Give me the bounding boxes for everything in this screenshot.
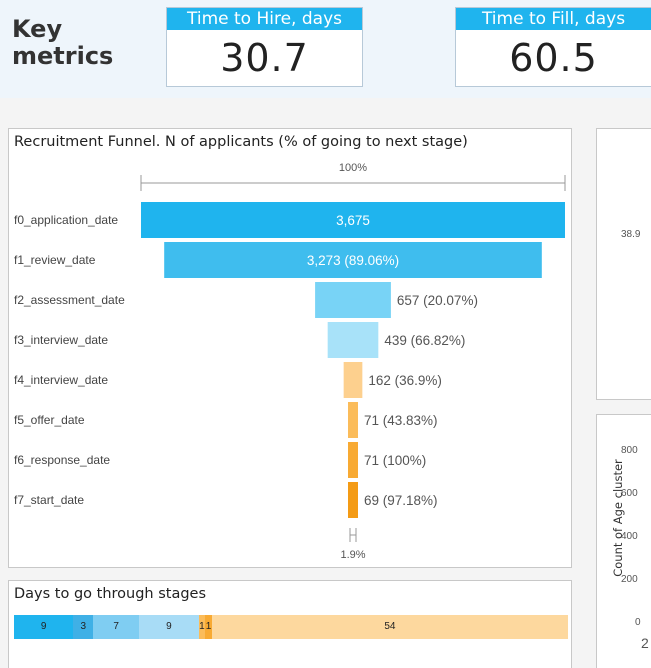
funnel-stage-label: f0_application_date (14, 213, 118, 227)
days-segment[interactable]: 7 (93, 615, 140, 639)
funnel-bar-label: 3,675 (336, 213, 370, 228)
days-segment[interactable]: 54 (211, 615, 568, 639)
y-tick: 0 (635, 617, 641, 628)
funnel-bar[interactable] (164, 242, 542, 278)
days-segment[interactable]: 1 (205, 615, 212, 639)
funnel-bar[interactable] (327, 322, 379, 358)
funnel-bar-label: 162 (36.9%) (368, 373, 442, 388)
funnel-bar[interactable] (141, 202, 565, 238)
x-tick-partial: 2 (641, 635, 649, 651)
bottom-pct-label: 1.9% (340, 549, 365, 561)
kpi-value: 60.5 (509, 36, 598, 80)
days-segment[interactable]: 1 (198, 615, 206, 639)
kpi-value: 30.7 (220, 36, 309, 80)
funnel-bar-label: 69 (97.18%) (364, 493, 438, 508)
funnel-bar[interactable] (315, 282, 391, 318)
funnel-bar[interactable] (343, 362, 363, 398)
days-through-stages-card[interactable]: Days to go through stages 9 3 7 9 1 1 54 (8, 580, 572, 668)
days-segment[interactable]: 3 (73, 615, 94, 639)
funnel-bar-label: 657 (20.07%) (397, 293, 478, 308)
funnel-stage-label: f4_interview_date (14, 373, 108, 387)
y-tick: 200 (621, 574, 638, 585)
funnel-chart: 100% f0_application_date 3,675 f1_review_d… (14, 162, 566, 561)
funnel-stage-label: f1_review_date (14, 253, 96, 267)
y-tick: 400 (621, 531, 638, 542)
funnel-bars: f0_application_date 3,675 f1_review_date 3,… (14, 202, 565, 518)
top-pct-label: 100% (339, 162, 367, 174)
funnel-top-scale: 100% (140, 162, 566, 191)
funnel-bar[interactable] (348, 402, 358, 438)
funnel-bar[interactable] (348, 442, 358, 478)
funnel-bar[interactable] (348, 482, 358, 518)
days-title: Days to go through stages (14, 586, 207, 602)
kpi-label: Time to Hire, days (167, 8, 362, 30)
y-axis-label: Count of Age cluster (610, 459, 625, 577)
funnel-bar-label: 71 (43.83%) (364, 413, 438, 428)
recruitment-funnel-card[interactable]: Recruitment Funnel. N of applicants (% o… (8, 128, 572, 568)
funnel-stage-label: f6_response_date (14, 453, 110, 467)
age-cluster-chart-card[interactable]: Count of Age cluster 800 600 400 200 0 2 (596, 414, 651, 668)
funnel-bottom-scale: 1.9% (340, 528, 366, 561)
funnel-stage-label: f7_start_date (14, 493, 84, 507)
kpi-card-time-to-hire[interactable]: Time to Hire, days 30.7 (166, 7, 363, 87)
kpi-label: Time to Fill, days (456, 8, 651, 30)
funnel-bar-label: 439 (66.82%) (384, 333, 465, 348)
days-segment[interactable]: 9 (139, 615, 199, 639)
funnel-bar-label: 3,273 (89.06%) (307, 253, 399, 268)
key-metrics-header: Key metrics Time to Hire, days 30.7 Time… (0, 0, 651, 98)
funnel-stage-label: f5_offer_date (14, 413, 85, 427)
y-tick: 800 (621, 445, 638, 456)
days-segment[interactable]: 9 (14, 615, 74, 639)
partial-value-label: 38.9 (621, 229, 641, 240)
funnel-stage-label: f2_assessment_date (14, 293, 125, 307)
funnel-title: Recruitment Funnel. N of applicants (% o… (14, 134, 468, 150)
y-tick: 600 (621, 488, 638, 499)
funnel-bar-label: 71 (100%) (364, 453, 426, 468)
key-metrics-title: Key metrics (12, 15, 114, 70)
right-top-partial-card[interactable]: 38.9 (596, 128, 651, 400)
funnel-stage-label: f3_interview_date (14, 333, 108, 347)
days-stacked-bar: 9 3 7 9 1 1 54 (14, 615, 568, 639)
kpi-card-time-to-fill[interactable]: Time to Fill, days 60.5 (455, 7, 651, 87)
